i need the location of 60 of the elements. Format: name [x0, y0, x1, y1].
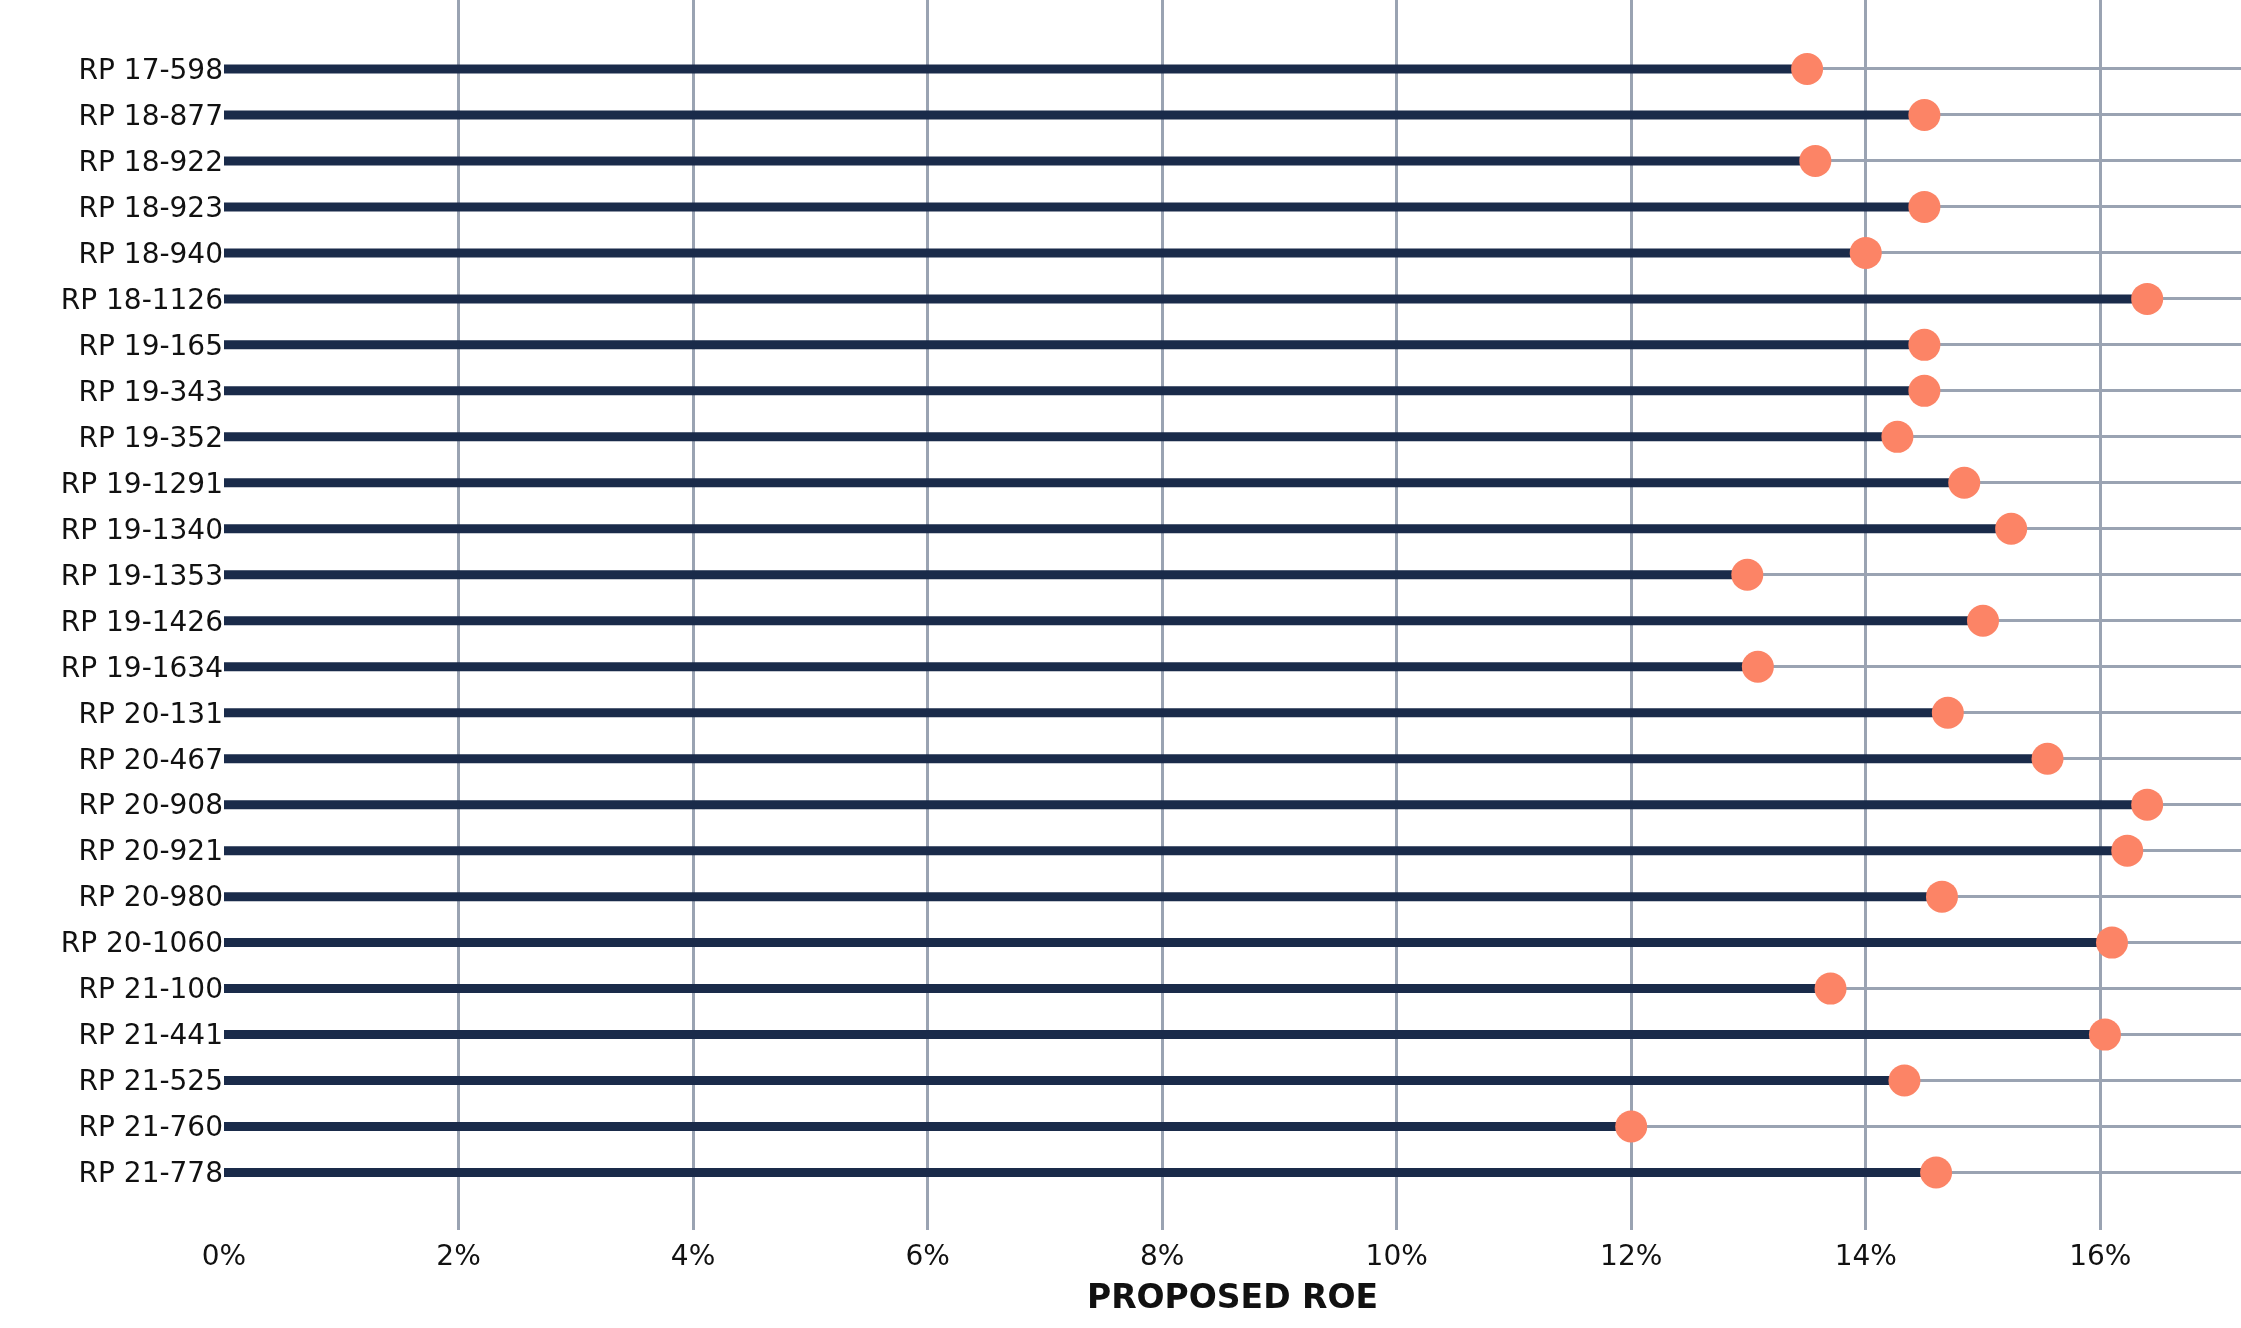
x-tick-label: 14% — [1834, 1238, 1897, 1272]
x-tick-label: 16% — [2069, 1238, 2132, 1272]
point — [1948, 466, 1981, 499]
x-tick-label: 10% — [1365, 1238, 1428, 1272]
point — [2031, 742, 2064, 775]
point — [2088, 1018, 2121, 1051]
point — [1908, 374, 1941, 407]
y-tick-label: RP 18-1126 — [60, 282, 223, 316]
x-tick-label: 2% — [436, 1238, 481, 1272]
point — [2096, 926, 2129, 959]
y-tick-label: RP 19-1426 — [60, 604, 223, 638]
y-tick-label: RP 20-980 — [78, 880, 223, 914]
point — [1814, 972, 1847, 1005]
point — [1881, 420, 1914, 453]
point — [1741, 650, 1774, 683]
y-tick-label: RP 19-1291 — [60, 466, 223, 500]
y-tick-label: RP 18-922 — [78, 144, 223, 178]
point — [2131, 788, 2164, 821]
point — [1791, 52, 1824, 85]
point — [1967, 604, 2000, 637]
point — [1908, 328, 1941, 361]
y-tick-label: RP 21-441 — [78, 1018, 223, 1052]
point — [1799, 144, 1832, 177]
point — [1615, 1110, 1648, 1143]
y-tick-label: RP 20-908 — [78, 788, 223, 822]
y-tick-label: RP 19-343 — [78, 374, 223, 408]
x-tick-label: 8% — [1139, 1238, 1185, 1272]
point — [1925, 880, 1958, 913]
point — [1920, 1156, 1953, 1189]
y-tick-label: RP 21-100 — [78, 972, 223, 1006]
x-tick-label: 0% — [201, 1238, 247, 1272]
y-tick-label: RP 21-760 — [78, 1110, 223, 1144]
x-tick-label: 6% — [905, 1238, 950, 1272]
y-tick-label: RP 21-525 — [78, 1064, 223, 1098]
y-tick-label: RP 19-1353 — [60, 558, 223, 592]
y-tick-label: RP 19-165 — [78, 328, 223, 362]
x-tick-label: 12% — [1600, 1238, 1663, 1272]
y-tick-label: RP 19-352 — [78, 420, 223, 454]
x-tick-label: 4% — [670, 1238, 716, 1272]
y-tick-label: RP 21-778 — [78, 1156, 223, 1190]
point — [1849, 236, 1882, 269]
y-tick-label: RP 20-921 — [78, 834, 223, 868]
y-tick-label: RP 18-877 — [78, 98, 223, 132]
y-tick-label: RP 19-1634 — [60, 650, 223, 684]
point — [1888, 1064, 1921, 1097]
y-tick-label: RP 20-1060 — [60, 926, 223, 960]
y-tick-label: RP 18-923 — [78, 190, 223, 224]
x-axis-title: PROPOSED ROE — [1086, 1277, 1379, 1317]
point — [2131, 282, 2164, 315]
y-tick-label: RP 19-1340 — [60, 512, 223, 546]
point — [1908, 98, 1941, 131]
point — [1931, 696, 1964, 729]
y-tick-label: RP 20-131 — [78, 696, 223, 730]
y-tick-label: RP 17-598 — [78, 52, 223, 86]
point — [1731, 558, 1764, 591]
y-tick-label: RP 20-467 — [78, 742, 223, 776]
point — [1908, 190, 1941, 223]
y-tick-label: RP 18-940 — [78, 236, 223, 270]
point — [2111, 834, 2144, 867]
point — [1995, 512, 2028, 545]
